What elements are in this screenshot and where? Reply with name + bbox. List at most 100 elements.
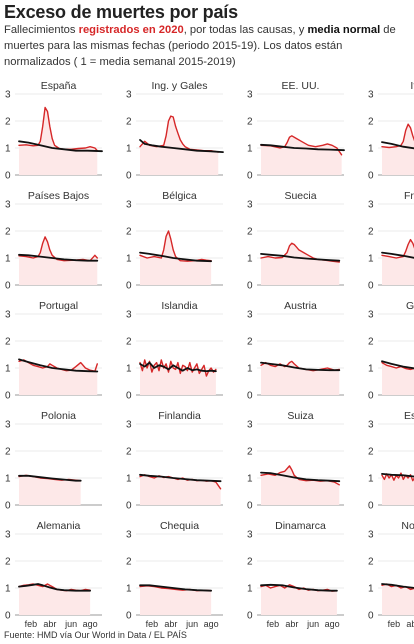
y-tick-label: 3 [126,420,132,431]
line-2020-registered [381,472,414,482]
x-tick-label: ago [204,619,219,629]
y-tick-label: 0 [368,501,374,512]
subtitle-red-text: registrados en 2020 [78,24,184,36]
panel-title: Noruega [401,520,414,532]
country-panel-7: Francia 0 1 2 3 [368,190,414,292]
y-tick-label: 1 [247,364,253,375]
source-note: Fuente: HMD vía Our World in Data / EL P… [4,630,187,640]
x-tick-label: abr [285,619,298,629]
y-tick-label: 0 [5,501,11,512]
y-tick-label: 3 [247,530,253,541]
x-tick-label: abr [406,619,414,629]
line-average-2015-2019 [139,473,222,483]
y-tick-label: 3 [5,420,11,431]
y-tick-label: 2 [368,227,374,238]
line-2020-registered [139,230,212,262]
area-2020-fill [140,474,221,505]
chart-subtitle: Fallecimientos registrados en 2020, por … [4,22,410,70]
panel-title: Suiza [287,410,313,422]
y-tick-label: 2 [126,117,132,128]
line-average-2015-2019 [139,361,217,373]
area-2020-fill [140,116,219,175]
panel-title: Polonia [41,410,76,422]
area-2020-fill [19,583,91,615]
panel-title: Bélgica [162,190,197,202]
panel-title: Grecia [406,300,414,312]
panel-title: Alemania [37,520,81,532]
country-panel-10: Austria 0 1 2 3 [247,300,344,402]
line-average-2015-2019 [260,361,341,372]
chart-title: Exceso de muertes por país [4,2,238,22]
y-tick-label: 3 [368,310,374,321]
line-average-2015-2019 [18,253,99,262]
y-tick-label: 0 [5,281,11,292]
line-2020-registered [381,361,414,371]
y-tick-label: 1 [5,364,11,375]
line-2020-registered [381,238,414,259]
y-tick-label: 3 [368,90,374,101]
line-average-2015-2019 [260,583,338,592]
y-tick-label: 3 [368,530,374,541]
y-tick-label: 0 [126,391,132,402]
panel-title: Dinamarca [275,520,326,532]
line-average-2015-2019 [381,360,414,370]
area-2020-fill [19,359,98,395]
line-2020-registered [260,360,340,372]
y-tick-label: 1 [368,144,374,155]
y-tick-label: 0 [247,281,253,292]
line-average-2015-2019 [18,358,99,373]
x-tick-label: ago [83,619,98,629]
line-average-2015-2019 [381,473,414,478]
y-tick-label: 3 [126,530,132,541]
y-tick-label: 2 [247,117,253,128]
y-tick-label: 3 [247,310,253,321]
y-tick-label: 2 [247,337,253,348]
y-tick-label: 1 [126,254,132,265]
y-tick-label: 2 [126,557,132,568]
area-2020-fill [382,473,414,505]
y-tick-label: 0 [5,611,11,622]
y-tick-label: 2 [368,117,374,128]
y-tick-label: 0 [247,391,253,402]
panel-title: Islandia [161,300,197,312]
y-tick-label: 1 [126,144,132,155]
x-tick-label: jun [185,619,198,629]
country-panel-0: España 0 1 2 3 [5,80,103,182]
area-2020-fill [382,124,414,175]
line-average-2015-2019 [260,143,345,152]
line-average-2015-2019 [381,251,414,259]
line-average-2015-2019 [18,140,103,153]
y-tick-label: 0 [5,171,11,182]
y-tick-label: 2 [126,447,132,458]
y-tick-label: 3 [126,200,132,211]
y-tick-label: 1 [368,254,374,265]
panel-title: Francia [404,190,414,202]
subtitle-text-1: Fallecimientos [4,24,79,36]
country-panel-3: Italia 0 1 2 3 [368,80,414,182]
y-tick-label: 3 [368,420,374,431]
country-panel-2: EE. UU. 0 1 2 3 [247,80,345,182]
y-tick-label: 3 [5,530,11,541]
y-tick-label: 2 [368,557,374,568]
y-tick-label: 0 [126,281,132,292]
line-average-2015-2019 [260,471,341,483]
y-tick-label: 0 [368,611,374,622]
country-panel-8: Portugal 0 1 2 3 [5,300,102,402]
y-tick-label: 3 [5,310,11,321]
y-tick-label: 1 [368,364,374,375]
y-tick-label: 0 [5,391,11,402]
y-tick-label: 3 [126,310,132,321]
country-panel-15: Estonia 0 1 2 3 [368,410,414,512]
panel-title: Países Bajos [28,190,89,202]
y-tick-label: 2 [5,117,11,128]
subtitle-bold-text: media normal [307,24,381,36]
y-tick-label: 1 [247,474,253,485]
y-tick-label: 1 [5,584,11,595]
x-tick-label: ago [325,619,340,629]
area-2020-fill [382,362,414,395]
y-tick-label: 2 [5,447,11,458]
country-panel-4: Países Bajos 0 1 2 3 [5,190,102,292]
y-tick-label: 3 [247,90,253,101]
line-average-2015-2019 [139,584,212,592]
